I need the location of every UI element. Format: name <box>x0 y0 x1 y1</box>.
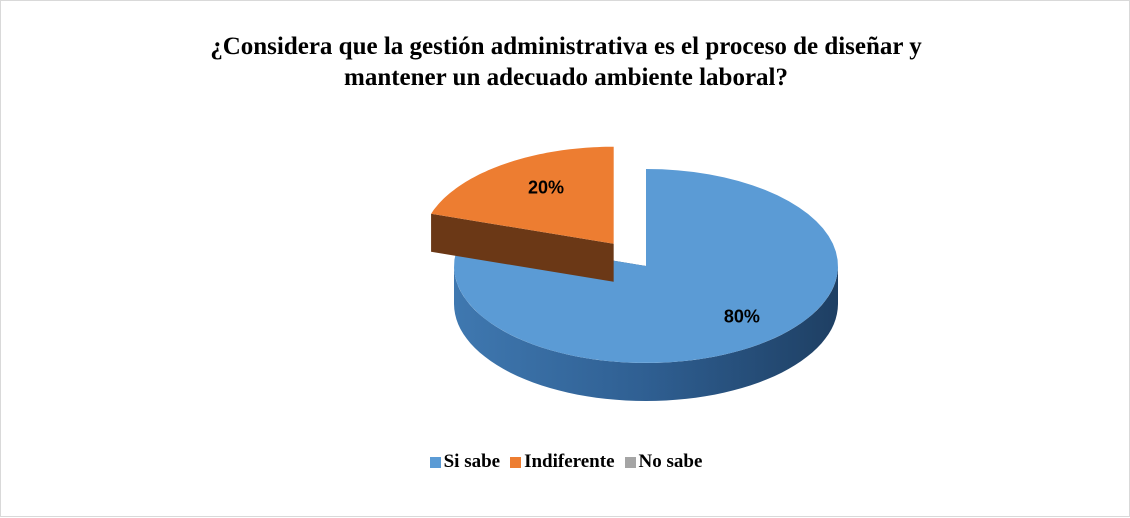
data-label: 20% <box>528 177 564 197</box>
legend-item: Si sabe <box>429 451 501 473</box>
legend-item: Indiferente <box>510 451 615 473</box>
legend-swatch <box>624 456 636 468</box>
pie-slice-wall <box>431 213 614 282</box>
legend-swatch <box>429 456 441 468</box>
chart-title: ¿Considera que la gestión administrativa… <box>210 33 922 91</box>
legend-swatch <box>510 456 522 468</box>
pie-slice <box>454 169 838 363</box>
legend-item: No sabe <box>624 451 703 473</box>
pie-slice <box>431 146 614 244</box>
data-label: 80% <box>724 306 760 326</box>
legend: Si sabe Indiferente No sabe <box>1 451 1130 473</box>
legend-label: Si sabe <box>443 451 501 472</box>
pie-slice-side <box>454 266 838 401</box>
legend-label: No sabe <box>638 451 703 472</box>
legend-label: Indiferente <box>524 451 615 472</box>
